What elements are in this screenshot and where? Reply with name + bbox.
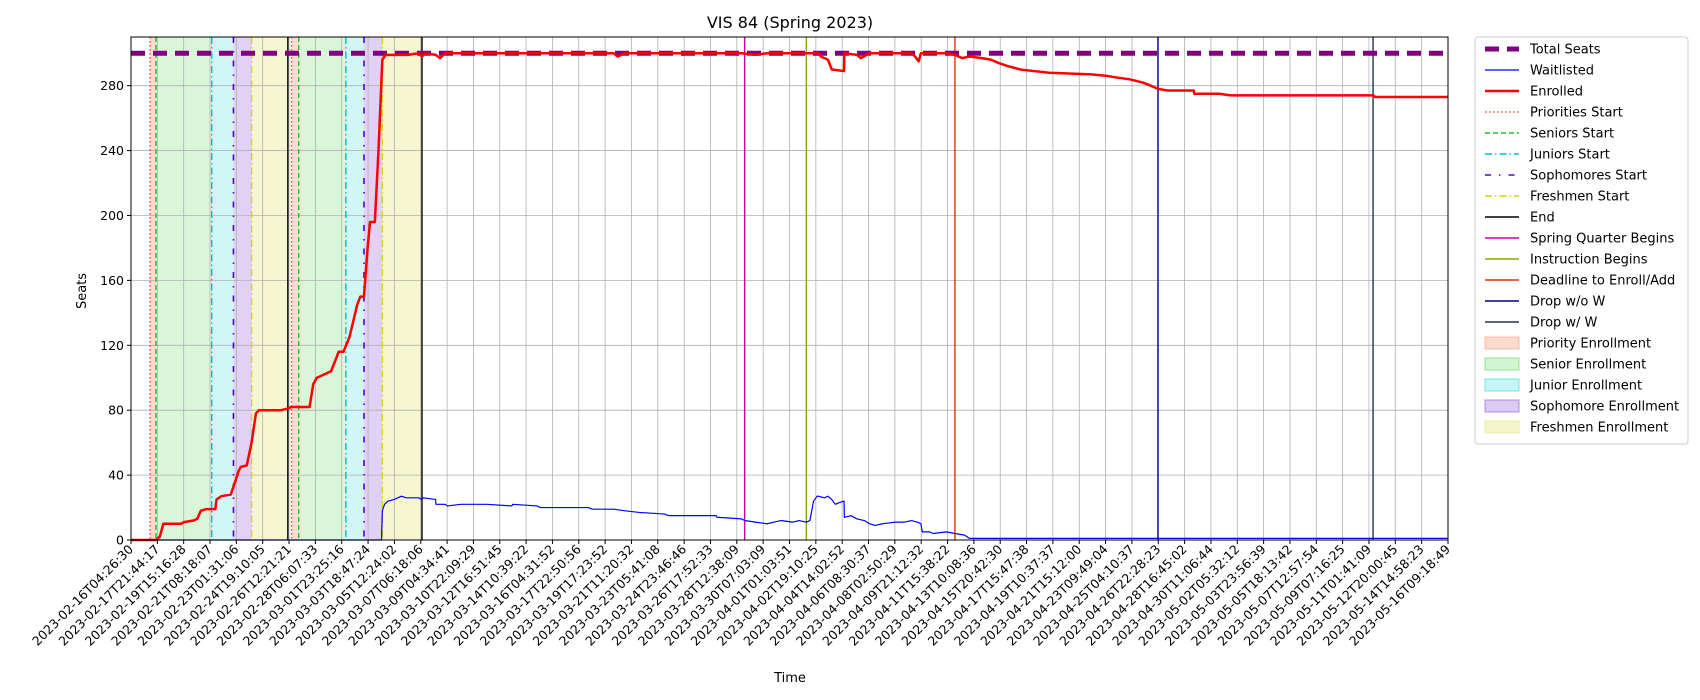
- legend-label-priority-enrollment: Priority Enrollment: [1530, 337, 1651, 352]
- legend-label-juniors-start: Juniors Start: [1529, 148, 1610, 163]
- series-line-waitlisted: [131, 495, 1448, 541]
- series-line-enrolled: [131, 51, 1448, 542]
- legend-label-waitlisted: Waitlisted: [1530, 64, 1594, 79]
- span-freshmen-enrollment: [251, 37, 288, 540]
- legend-label-freshmen-enrollment: Freshmen Enrollment: [1530, 421, 1668, 436]
- span-junior-enrollment: [345, 37, 364, 540]
- legend: Total Seats Waitlisted Enrolled Priorities …: [1474, 36, 1689, 445]
- y-tick-label: 80: [108, 403, 124, 418]
- chart-title: VIS 84 (Spring 2023): [707, 13, 873, 32]
- legend-label-senior-enrollment: Senior Enrollment: [1530, 358, 1646, 373]
- legend-label-spring-quarter-begins: Spring Quarter Begins: [1530, 232, 1674, 247]
- legend-label-sophomore-enrollment: Sophomore Enrollment: [1530, 400, 1679, 415]
- legend-label-drop-w-w: Drop w/ W: [1530, 316, 1598, 331]
- y-tick-label: 120: [100, 338, 124, 353]
- y-axis-label: Seats: [75, 273, 90, 309]
- legend-label-freshmen-start: Freshmen Start: [1530, 190, 1629, 205]
- span-senior-enrollment: [298, 37, 346, 540]
- legend-label-total-seats: Total Seats: [1529, 43, 1601, 58]
- legend-swatch-junior-enrollment: [1484, 378, 1520, 392]
- legend-frame: [1474, 36, 1689, 445]
- y-tick-label: 160: [100, 273, 124, 288]
- legend-label-junior-enrollment: Junior Enrollment: [1529, 379, 1642, 394]
- span-freshmen-enrollment: [382, 37, 422, 540]
- y-tick-label: 200: [100, 208, 124, 223]
- legend-label-enrolled: Enrolled: [1530, 85, 1583, 100]
- legend-swatch-senior-enrollment: [1484, 357, 1520, 371]
- y-tick-label: 40: [108, 468, 124, 483]
- y-tick-label: 0: [116, 533, 124, 548]
- x-axis-label: Time: [773, 671, 806, 686]
- y-tick-label: 280: [100, 78, 124, 93]
- y-tick-label: 240: [100, 143, 124, 158]
- span-sophomore-enrollment: [233, 37, 252, 540]
- legend-swatch-priority-enrollment: [1484, 336, 1520, 350]
- span-priority-enrollment: [150, 37, 156, 540]
- legend-label-deadline-to-enroll-add: Deadline to Enroll/Add: [1530, 274, 1675, 289]
- legend-label-end: End: [1530, 211, 1555, 226]
- legend-label-sophomores-start: Sophomores Start: [1530, 169, 1647, 184]
- legend-label-instruction-begins: Instruction Begins: [1530, 253, 1648, 268]
- span-junior-enrollment: [211, 37, 234, 540]
- legend-swatch-sophomore-enrollment: [1484, 399, 1520, 413]
- span-priority-enrollment: [291, 37, 299, 540]
- legend-label-priorities-start: Priorities Start: [1530, 106, 1623, 121]
- plot-area: 040801201602002402802023-02-16T04:26:302…: [29, 36, 1453, 649]
- legend-label-drop-w-o-w: Drop w/o W: [1530, 295, 1606, 310]
- legend-swatch-freshmen-enrollment: [1484, 420, 1520, 434]
- legend-label-seniors-start: Seniors Start: [1530, 127, 1614, 142]
